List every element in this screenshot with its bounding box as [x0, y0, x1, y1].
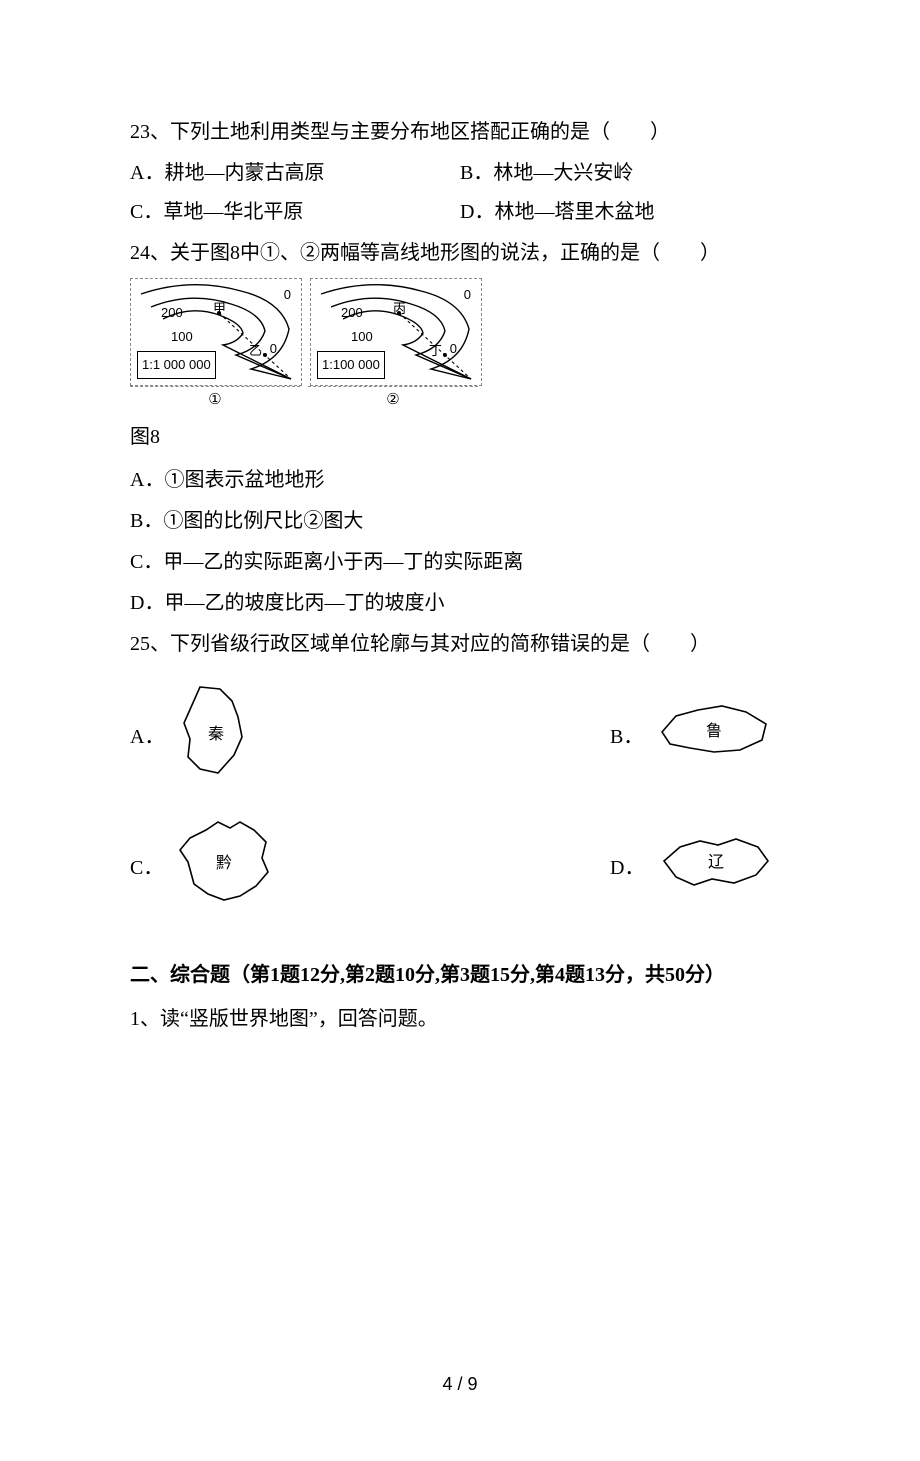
q24-stem: 24、关于图8中①、②两幅等高线地形图的说法，正确的是（ ）	[130, 235, 790, 272]
q25-a-char: 秦	[208, 725, 224, 743]
c2-100: 100	[351, 325, 373, 349]
q23-opt-c: C．草地—华北平原	[130, 194, 460, 231]
c1-zero-bottom: 0	[270, 337, 277, 361]
q25-d-char: 辽	[708, 853, 724, 871]
section2-q1: 1、读“竖版世界地图”，回答问题。	[130, 1001, 790, 1038]
c2-zero-bottom: 0	[450, 337, 457, 361]
section2-title: 二、综合题（第1题12分,第2题10分,第3题15分,第4题13分，共50分）	[130, 953, 790, 997]
q25-row-cd: C． 黔 D． 辽	[130, 812, 790, 925]
c2-point-b: 丁	[429, 339, 442, 363]
c1-scale: 1:1 000 000	[137, 351, 216, 379]
q25-b-shape: 鲁	[650, 696, 790, 779]
c2-zero-top: 0	[464, 283, 471, 307]
subfig-label-1: ①	[130, 386, 300, 415]
q25-c-shape: 黔	[170, 812, 290, 925]
q24-figures: 0 0 200 100 甲 乙 1:1 000 000 0 0 200 100 …	[130, 278, 790, 386]
q24-caption: 图8	[130, 419, 790, 456]
q23-stem: 23、下列土地利用类型与主要分布地区搭配正确的是（ ）	[130, 114, 790, 151]
c1-zero-top: 0	[284, 283, 291, 307]
contour-map-2: 0 0 200 100 丙 丁 1:100 000	[310, 278, 482, 386]
page-footer: 4 / 9	[130, 1368, 790, 1401]
q25-a-shape: 秦	[170, 681, 290, 794]
q23-row2: C．草地—华北平原 D．林地—塔里木盆地	[130, 194, 790, 231]
subfig-labels: ① ②	[130, 386, 790, 415]
q24-opt-b: B．①图的比例尺比②图大	[130, 503, 790, 540]
q24-opt-d: D．甲—乙的坡度比丙—丁的坡度小	[130, 585, 790, 622]
c2-point-a: 丙	[393, 297, 406, 321]
c1-point-b: 乙	[249, 339, 262, 363]
q23-opt-b: B．林地—大兴安岭	[460, 155, 790, 192]
q25-c-letter: C．	[130, 850, 170, 887]
q25-d-letter: D．	[610, 850, 650, 887]
q25-b-char: 鲁	[706, 722, 722, 740]
q25-d-shape: 辽	[650, 827, 790, 910]
q23-row1: A．耕地—内蒙古高原 B．林地—大兴安岭	[130, 155, 790, 192]
q24-opt-c: C．甲—乙的实际距离小于丙—丁的实际距离	[130, 544, 790, 581]
exam-page: 23、下列土地利用类型与主要分布地区搭配正确的是（ ） A．耕地—内蒙古高原 B…	[0, 0, 920, 1461]
q25-a-letter: A．	[130, 719, 170, 756]
q25-stem: 25、下列省级行政区域单位轮廓与其对应的简称错误的是（ ）	[130, 626, 790, 663]
c1-point-a: 甲	[213, 297, 226, 321]
c2-scale: 1:100 000	[317, 351, 385, 379]
q25-row-ab: A． 秦 B． 鲁	[130, 681, 790, 794]
q25-b-letter: B．	[610, 719, 650, 756]
contour-map-1: 0 0 200 100 甲 乙 1:1 000 000	[130, 278, 302, 386]
c2-200: 200	[341, 301, 363, 325]
q23-opt-a: A．耕地—内蒙古高原	[130, 155, 460, 192]
subfig-label-2: ②	[308, 386, 478, 415]
q23-opt-d: D．林地—塔里木盆地	[460, 194, 790, 231]
q25-c-char: 黔	[216, 854, 232, 872]
q24-opt-a: A．①图表示盆地地形	[130, 462, 790, 499]
c1-100: 100	[171, 325, 193, 349]
c1-200: 200	[161, 301, 183, 325]
